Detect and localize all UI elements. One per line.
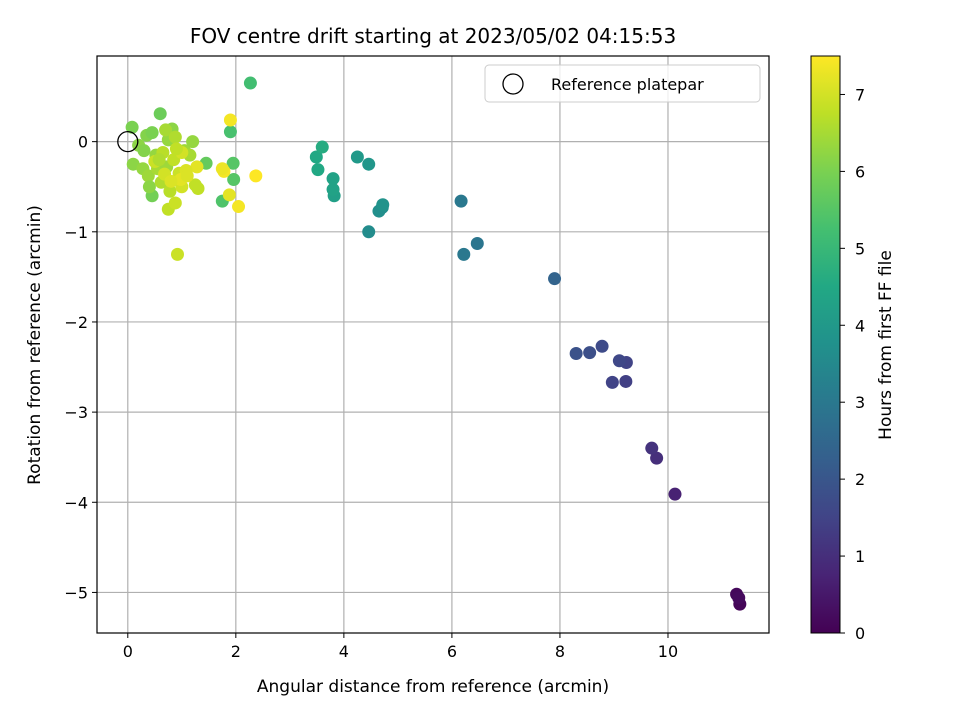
data-point — [223, 113, 237, 127]
data-point — [191, 182, 205, 196]
y-tick-label: −1 — [64, 223, 88, 242]
legend-marker — [502, 73, 524, 95]
data-point — [650, 451, 664, 465]
data-point — [583, 346, 597, 360]
data-point — [457, 247, 471, 261]
data-point — [645, 441, 659, 455]
data-point — [180, 169, 194, 183]
reference-platepar-marker — [117, 130, 139, 153]
data-point — [159, 123, 173, 137]
x-tick-label: 4 — [339, 642, 349, 661]
data-point — [326, 172, 340, 186]
data-point — [232, 200, 246, 214]
x-tick-label: 0 — [123, 642, 133, 661]
colorbar-tick-label: 1 — [855, 547, 865, 566]
data-point — [595, 339, 609, 353]
data-point — [190, 160, 204, 174]
data-point — [152, 153, 166, 167]
reference-marker-layer — [117, 130, 139, 153]
legend-box — [484, 64, 761, 103]
data-point — [470, 237, 484, 251]
colorbar-tick-label: 7 — [855, 85, 865, 104]
colorbar-ticks: 0 1 2 3 4 5 6 7 — [840, 85, 865, 643]
y-axis-ticks: 0 −1 −2 −3 −4 −5 — [64, 133, 97, 602]
data-point — [249, 169, 263, 183]
plot-frame — [96, 55, 770, 634]
x-axis-ticks: 0 2 4 6 8 10 — [123, 633, 678, 661]
colorbar-tick-label: 2 — [855, 470, 865, 489]
data-point — [186, 135, 200, 149]
data-point — [153, 107, 167, 121]
colorbar-tick-label: 3 — [855, 393, 865, 412]
legend: Reference platepar — [484, 64, 761, 103]
data-point — [169, 142, 183, 156]
data-point — [227, 173, 241, 187]
legend-label: Reference platepar — [551, 75, 704, 94]
data-point — [170, 247, 184, 261]
x-tick-label: 6 — [447, 642, 457, 661]
y-tick-label: −4 — [64, 493, 88, 512]
data-point — [350, 150, 364, 164]
x-axis-label: Angular distance from reference (arcmin) — [257, 677, 609, 697]
colorbar — [810, 55, 841, 634]
data-point — [163, 184, 177, 198]
data-point — [376, 198, 390, 212]
data-point — [141, 169, 155, 183]
y-axis-label: Rotation from reference (arcmin) — [25, 205, 45, 485]
data-point — [605, 375, 619, 389]
grid-lines — [97, 56, 769, 633]
data-point — [125, 120, 139, 134]
data-point — [612, 354, 626, 368]
data-point — [222, 188, 236, 202]
data-point — [243, 76, 257, 90]
data-point — [326, 182, 340, 196]
colorbar-tick-label: 4 — [855, 316, 865, 335]
data-point — [137, 144, 151, 158]
data-point — [732, 591, 746, 605]
data-point — [311, 163, 325, 177]
chart-title: FOV centre drift starting at 2023/05/02 … — [190, 24, 676, 48]
data-points — [125, 76, 747, 611]
data-point — [362, 225, 376, 239]
data-point — [569, 347, 583, 361]
data-point — [619, 374, 633, 388]
colorbar-tick-label: 0 — [855, 624, 865, 643]
colorbar-label: Hours from first FF file — [876, 250, 896, 440]
data-point — [668, 487, 682, 501]
data-point — [309, 150, 323, 164]
data-point — [215, 162, 229, 176]
data-point — [164, 174, 178, 188]
data-point — [223, 125, 237, 139]
x-tick-label: 8 — [555, 642, 565, 661]
y-tick-label: −3 — [64, 403, 88, 422]
x-tick-label: 10 — [658, 642, 678, 661]
data-point — [548, 272, 562, 286]
colorbar-tick-label: 5 — [855, 239, 865, 258]
data-point — [168, 196, 182, 210]
data-point — [145, 126, 159, 140]
x-tick-label: 2 — [231, 642, 241, 661]
data-point — [142, 180, 156, 194]
data-point — [126, 157, 140, 171]
data-point — [315, 140, 329, 154]
y-tick-label: −5 — [64, 583, 88, 602]
y-tick-label: 0 — [78, 133, 88, 152]
data-point — [454, 194, 468, 208]
data-point — [168, 130, 182, 144]
colorbar-tick-label: 6 — [855, 162, 865, 181]
data-point — [362, 157, 376, 171]
y-tick-label: −2 — [64, 313, 88, 332]
data-point — [226, 156, 240, 170]
